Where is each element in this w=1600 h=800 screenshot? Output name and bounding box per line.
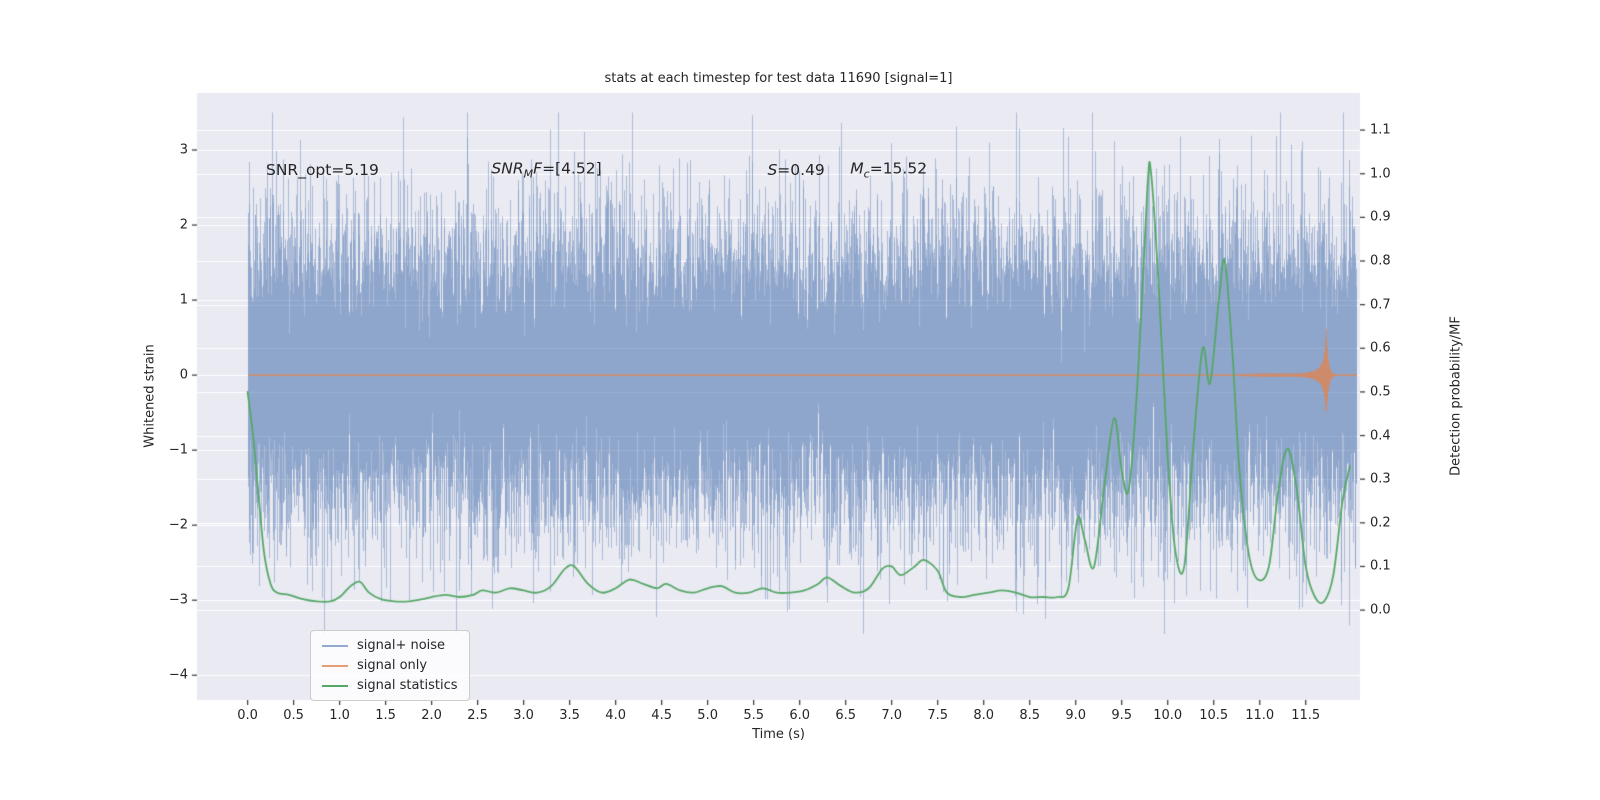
y-left-tick-label: −3 <box>168 592 188 608</box>
legend-label: signal statistics <box>357 678 458 693</box>
y-right-tick-label: 0.4 <box>1370 428 1391 444</box>
x-tick-label: 8.0 <box>973 708 995 723</box>
y-left-tick-label: 3 <box>179 142 188 158</box>
x-axis-label: Time (s) <box>752 727 805 742</box>
x-tick-label: 1.0 <box>329 708 350 723</box>
y-axis-right-label: Detection probability/MF <box>1448 316 1464 476</box>
annotation: SNRMF=[4.52] <box>491 159 601 180</box>
y-right-tick-label: 0.7 <box>1370 297 1391 313</box>
y-axis-left-label: Whitened strain <box>142 344 158 448</box>
annotation-text: S <box>767 161 778 180</box>
annotation-text: M <box>850 159 864 178</box>
annotation-text: =15.52 <box>869 159 928 178</box>
x-tick-label: 3.5 <box>559 708 580 723</box>
x-tick-label: 6.5 <box>835 708 856 723</box>
x-tick-label: 0.5 <box>283 708 304 723</box>
x-tick-label: 0.0 <box>237 708 258 723</box>
legend-line-swatch <box>322 664 348 667</box>
y-left-tick-label: −2 <box>168 517 188 533</box>
chart-title: stats at each timestep for test data 116… <box>604 71 953 86</box>
x-tick-label: 10.5 <box>1199 708 1229 723</box>
y-right-tick-label: 0.5 <box>1370 384 1391 400</box>
legend-item: signal+ noise <box>322 638 458 653</box>
legend-line-swatch <box>322 644 348 647</box>
legend-label: signal+ noise <box>357 638 446 653</box>
y-left-tick-label: 2 <box>179 217 188 233</box>
x-tick-label: 2.5 <box>467 708 488 723</box>
legend-label: signal only <box>357 658 428 673</box>
x-tick-label: 11.5 <box>1291 708 1321 723</box>
x-tick-label: 4.5 <box>651 708 672 723</box>
legend-line-swatch <box>322 684 348 687</box>
y-left-tick-label: −4 <box>168 667 188 683</box>
annotation-text: SNR_opt=5.19 <box>266 161 379 180</box>
x-tick-label: 4.0 <box>605 708 626 723</box>
x-tick-label: 5.0 <box>697 708 718 723</box>
y-right-tick-label: 1.0 <box>1370 166 1391 182</box>
annotation: S=0.49 <box>767 161 824 179</box>
x-tick-label: 1.5 <box>375 708 396 723</box>
annotation-text: SNR <box>491 159 524 178</box>
x-tick-label: 2.0 <box>421 708 442 723</box>
y-right-tick-label: 0.3 <box>1370 471 1391 487</box>
y-right-tick-label: 0.1 <box>1370 558 1391 574</box>
x-tick-label: 9.0 <box>1065 708 1087 723</box>
y-right-tick-label: 0.6 <box>1370 340 1391 356</box>
x-tick-label: 7.0 <box>881 708 902 723</box>
y-right-tick-label: 1.1 <box>1370 122 1391 138</box>
y-right-tick-label: 0.2 <box>1370 515 1391 531</box>
annotation-text: M <box>523 167 534 181</box>
annotation-text: F <box>533 159 543 178</box>
y-left-tick-label: 0 <box>179 367 188 383</box>
x-tick-label: 8.5 <box>1019 708 1041 723</box>
y-right-tick-label: 0.9 <box>1370 209 1391 225</box>
annotation-text: =[4.52] <box>542 159 602 178</box>
x-tick-label: 10.0 <box>1153 708 1183 723</box>
x-tick-label: 7.5 <box>927 708 949 723</box>
legend: signal+ noise signal only signal statistic… <box>310 630 470 701</box>
x-tick-label: 11.0 <box>1245 708 1275 723</box>
legend-item: signal statistics <box>322 678 458 693</box>
x-tick-label: 3.0 <box>513 708 534 723</box>
annotation: SNR_opt=5.19 <box>266 161 379 179</box>
annotation-text: =0.49 <box>777 161 825 180</box>
y-left-tick-label: 1 <box>179 292 188 308</box>
annotation-text: c <box>863 167 870 181</box>
y-right-tick-label: 0.0 <box>1370 602 1391 618</box>
x-tick-label: 9.5 <box>1111 708 1133 723</box>
annotation: Mc=15.52 <box>850 159 927 180</box>
x-tick-label: 5.5 <box>743 708 764 723</box>
y-left-tick-label: −1 <box>168 442 188 458</box>
y-right-tick-label: 0.8 <box>1370 253 1391 269</box>
legend-item: signal only <box>322 658 458 673</box>
x-tick-label: 6.0 <box>789 708 810 723</box>
